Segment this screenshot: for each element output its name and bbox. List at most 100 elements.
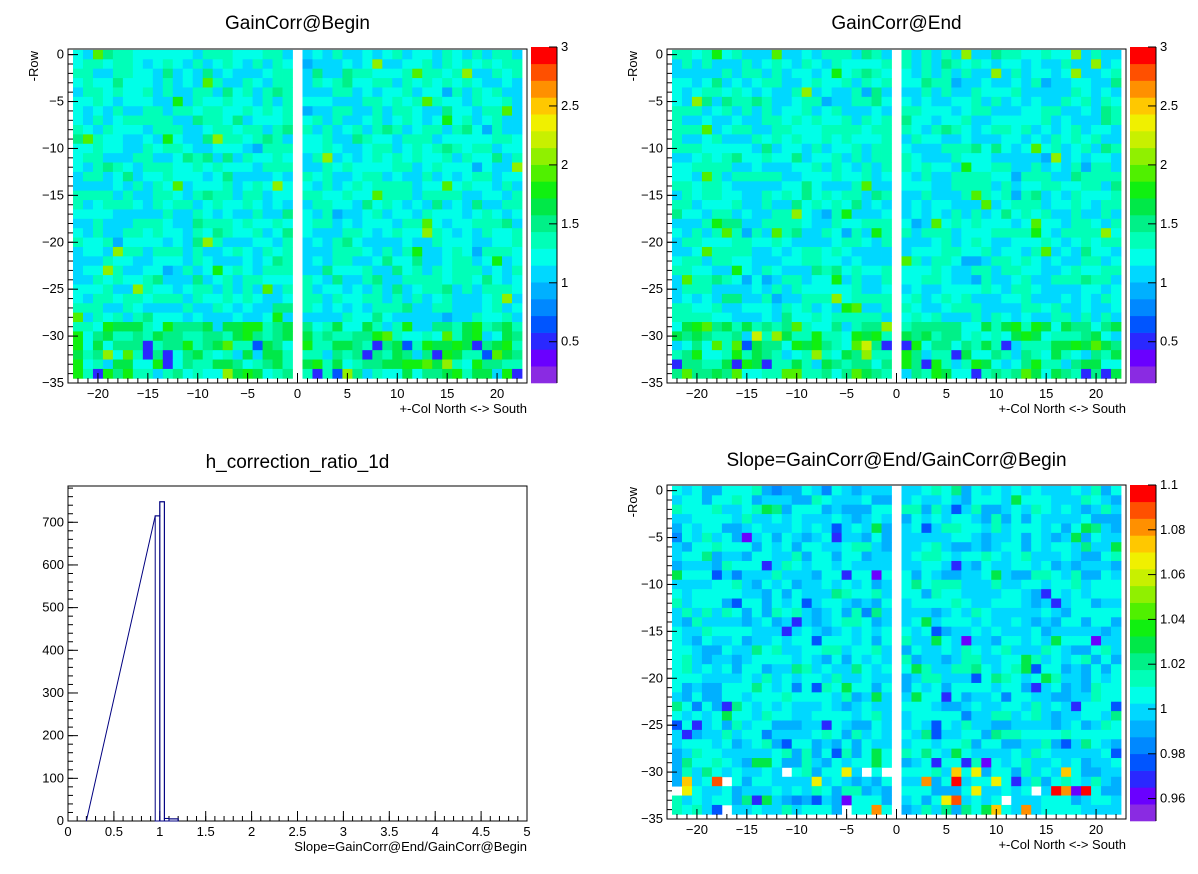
heatmap-cell [432, 246, 443, 257]
heatmap-cell [432, 284, 443, 295]
heatmap-cell [442, 284, 453, 295]
heatmap-cell [342, 322, 353, 332]
heatmap-cell [302, 181, 313, 192]
heatmap-cell [1021, 200, 1032, 210]
heatmap-cell [172, 228, 184, 238]
colorbar-tick-label: 1 [1160, 275, 1167, 290]
heatmap-cell [741, 96, 753, 107]
heatmap-cell [182, 350, 194, 360]
heatmap-cell [851, 589, 862, 599]
heatmap-cell [871, 748, 882, 759]
heatmap-cell [831, 68, 843, 79]
heatmap-cell [681, 607, 693, 618]
heatmap-cell [701, 560, 713, 571]
heatmap-cell [112, 359, 124, 370]
heatmap-cell [921, 275, 932, 285]
heatmap-cell [991, 331, 1002, 342]
heatmap-cell [1041, 106, 1052, 117]
heatmap-cell [671, 106, 683, 117]
heatmap-cell [232, 171, 244, 182]
heatmap-cell [212, 96, 224, 107]
heatmap-cell [132, 265, 144, 276]
heatmap-cell [372, 87, 383, 98]
heatmap-cell [1111, 368, 1122, 379]
heatmap-cell [1081, 551, 1092, 562]
heatmap-cell [132, 181, 144, 192]
heatmap-cell [1071, 720, 1082, 731]
heatmap-cell [971, 275, 982, 285]
heatmap-cell [232, 237, 244, 248]
heatmap-cell [711, 570, 723, 581]
heatmap-cell [791, 87, 803, 98]
heatmap-cell [811, 514, 823, 524]
heatmap-cell [981, 284, 992, 295]
heatmap-cell [152, 171, 164, 182]
heatmap-cell [152, 340, 164, 351]
heatmap-cell [861, 579, 872, 590]
heatmap-cell [1101, 322, 1112, 332]
heatmap-cell [232, 228, 244, 238]
heatmap-cell [1001, 758, 1012, 768]
heatmap-cell [252, 171, 263, 182]
heatmap-cell [152, 78, 164, 88]
heatmap-cell [512, 340, 523, 351]
heatmap-cell [172, 190, 184, 201]
heatmap-cell [991, 237, 1002, 248]
heatmap-cell [482, 293, 493, 304]
heatmap-cell [1051, 171, 1062, 182]
heatmap-cell [102, 359, 114, 370]
heatmap-cell [1111, 96, 1122, 107]
heatmap-cell [881, 523, 892, 534]
heatmap-cell [781, 49, 793, 60]
heatmap-cell [741, 303, 753, 314]
heatmap-cell [791, 654, 803, 665]
heatmap-cell [721, 551, 733, 562]
heatmap-cell [232, 134, 244, 145]
heatmap-cell [701, 106, 713, 117]
heatmap-cell [92, 200, 104, 210]
heatmap-cell [681, 350, 693, 360]
heatmap-cell [821, 682, 833, 693]
heatmap-cell [1071, 758, 1082, 768]
heatmap-cell [1081, 96, 1092, 107]
heatmap-cell [931, 495, 942, 506]
heatmap-cell [971, 340, 982, 351]
heatmap-cell [971, 350, 982, 360]
heatmap-cell [142, 331, 154, 342]
heatmap-cell [282, 368, 293, 379]
heatmap-cell [801, 218, 813, 229]
heatmap-cell [1111, 153, 1122, 163]
heatmap-cell [751, 795, 763, 806]
heatmap-cell [1091, 654, 1102, 665]
heatmap-cell [901, 153, 912, 163]
heatmap-cell [731, 560, 743, 571]
heatmap-cell [1091, 739, 1102, 750]
heatmap-cell [1081, 228, 1092, 238]
heatmap-cell [402, 340, 413, 351]
heatmap-cell [1081, 739, 1092, 750]
heatmap-cell [1011, 607, 1022, 618]
heatmap-cell [512, 96, 523, 107]
heatmap-cell [72, 134, 84, 145]
heatmap-cell [1091, 106, 1102, 117]
heatmap-cell [811, 758, 823, 768]
heatmap-cell [132, 275, 144, 285]
heatmap-cell [771, 739, 783, 750]
heatmap-cell [92, 153, 104, 163]
heatmap-cell [711, 124, 723, 135]
heatmap-cell [102, 115, 114, 126]
heatmap-cell [1051, 190, 1062, 201]
heatmap-cell [881, 87, 892, 98]
heatmap-cell [372, 190, 383, 201]
heatmap-cell [1101, 134, 1112, 145]
heatmap-cell [991, 134, 1002, 145]
heatmap-cell [731, 200, 743, 210]
heatmap-cell [711, 654, 723, 665]
heatmap-cell [1071, 350, 1082, 360]
heatmap-cell [332, 115, 343, 126]
heatmap-cell [1061, 692, 1072, 703]
heatmap-cell [312, 87, 323, 98]
heatmap-cell [1031, 59, 1042, 70]
heatmap-cell [352, 96, 363, 107]
heatmap-cell [771, 293, 783, 304]
